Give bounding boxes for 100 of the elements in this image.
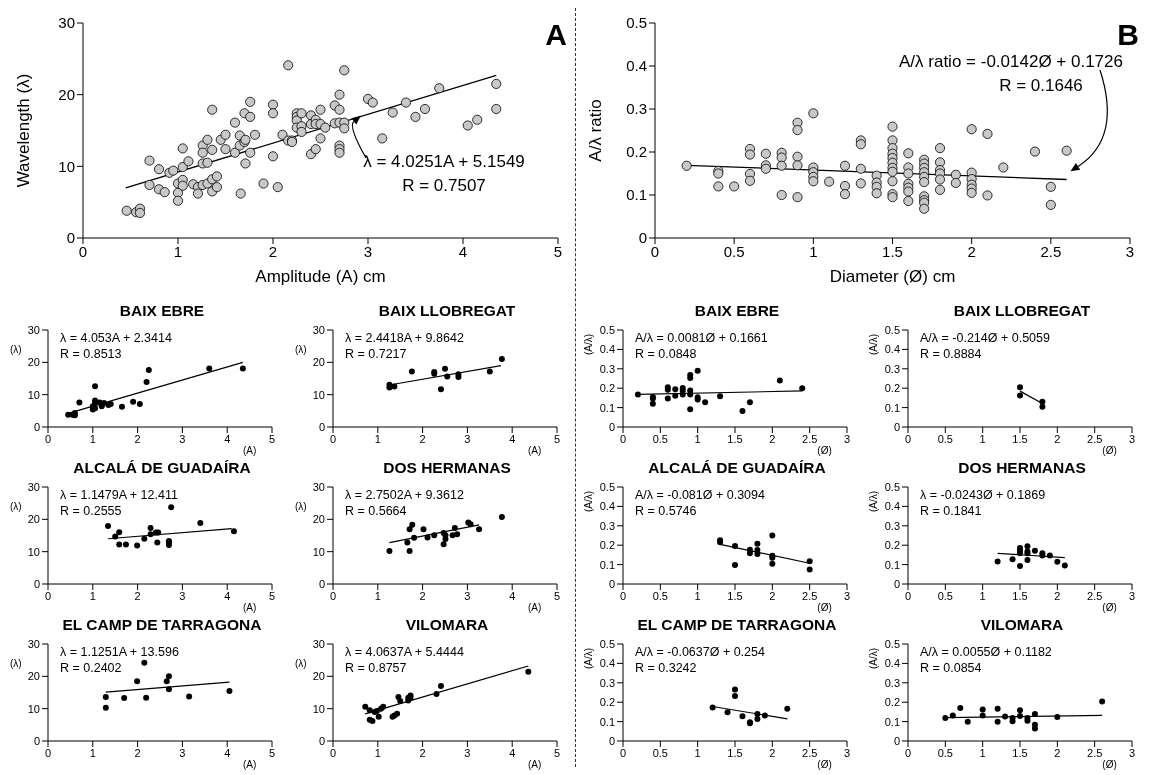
y-tick-label: 0.5 [884, 480, 900, 493]
x-tick-label: 2.5 [802, 432, 818, 445]
annotation: A/λ = -0.081Ø + 0.3094 [635, 487, 765, 503]
y-tick-label: 20 [27, 670, 40, 683]
x-tick-label: 2 [419, 432, 426, 445]
x-tick-label: 0 [329, 432, 337, 445]
x-tick-label: 5 [553, 589, 561, 602]
annotation: λ = 2.4418A + 9.8642 [345, 330, 464, 346]
y-tick-label: 20 [312, 670, 325, 683]
chart-title: ALCALÁ DE GUADAÍRA [72, 458, 252, 478]
annotation: R = 0.5664 [345, 503, 408, 519]
annotation: λ = 4.053A + 2.3414 [60, 330, 172, 346]
y-tick-label: 0.1 [884, 715, 900, 728]
x-tick-label: 0 [329, 746, 337, 759]
y-tick-label: 10 [312, 702, 325, 715]
x-tick-label: 0 [44, 589, 52, 602]
x-tick-label: 0 [329, 589, 337, 602]
x-axis-title: (Ø) [1102, 602, 1117, 613]
y-tick-label: 10 [312, 388, 325, 401]
annotation: R = 0.2555 [60, 503, 123, 519]
y-axis-title: (λ) [295, 344, 307, 355]
x-tick-label: 1 [809, 242, 818, 260]
y-tick-label: 0 [318, 420, 325, 433]
x-tick-label: 2 [268, 242, 278, 260]
chart-title: DOS HERMANAS [957, 458, 1087, 478]
x-tick-label: 1 [374, 746, 381, 759]
x-tick-label: 3 [363, 242, 373, 260]
annotation: R = 0.8757 [345, 660, 408, 676]
y-tick-label: 0.1 [599, 558, 615, 571]
x-axis-title: (A) [242, 445, 257, 456]
annotation: A [545, 18, 567, 52]
annotation: R = 0.2402 [60, 660, 123, 676]
x-axis-title: Amplitude (A) cm [255, 267, 386, 286]
x-tick-label: 2 [769, 589, 776, 602]
y-tick-label: 0.3 [626, 100, 647, 118]
y-tick-label: 0.2 [626, 143, 647, 161]
y-tick-label: 0 [33, 420, 40, 433]
y-tick-label: 10 [58, 157, 75, 175]
y-tick-label: 0.4 [626, 57, 647, 75]
y-axis-title: (A/λ) [583, 648, 594, 670]
x-tick-label: 1 [979, 746, 986, 759]
x-tick-label: 1 [979, 432, 986, 445]
y-axis-title: (A/λ) [868, 334, 879, 356]
x-tick-label: 3 [179, 746, 186, 759]
x-tick-label: 2 [134, 746, 141, 759]
y-tick-label: 0.4 [599, 500, 615, 513]
x-tick-label: 4 [224, 432, 231, 445]
y-tick-label: 20 [27, 356, 40, 369]
chart-title: BAIX EBRE [118, 301, 206, 321]
y-tick-label: 0.5 [599, 637, 615, 650]
x-tick-label: 2.5 [1087, 746, 1103, 759]
annotation: λ = -0.0243Ø + 0.1869 [920, 487, 1046, 503]
x-tick-label: 2 [134, 432, 141, 445]
chart-title: BAIX LLOBREGAT [952, 301, 1092, 321]
x-tick-label: 0 [44, 746, 52, 759]
y-axis-title: (A/λ) [868, 648, 879, 670]
chart-title: BAIX EBRE [693, 301, 781, 321]
x-tick-label: 1.5 [727, 589, 743, 602]
y-tick-label: 30 [58, 14, 75, 32]
x-axis-title: (Ø) [817, 759, 832, 770]
x-tick-label: 2 [967, 242, 976, 260]
y-tick-label: 0.4 [599, 343, 615, 356]
x-tick-label: 2.5 [1087, 589, 1103, 602]
x-tick-label: 4 [509, 432, 516, 445]
y-axis-title: (A/λ) [583, 491, 594, 513]
y-tick-label: 20 [27, 513, 40, 526]
y-tick-label: 0.2 [599, 539, 615, 552]
annotation: λ = 1.1479A + 12.411 [60, 487, 178, 503]
y-tick-label: 0 [638, 229, 647, 247]
x-axis-title: (A) [242, 759, 257, 770]
y-tick-label: 0.3 [884, 676, 900, 689]
y-tick-label: 10 [27, 545, 40, 558]
x-axis-title: (A) [527, 602, 542, 613]
x-tick-label: 3 [1128, 746, 1136, 759]
x-tick-label: 2 [1054, 589, 1061, 602]
y-axis-title: A/λ ratio [586, 99, 605, 162]
x-tick-label: 0.5 [937, 432, 953, 445]
x-tick-label: 0 [650, 242, 660, 260]
y-axis-title: (λ) [10, 501, 22, 512]
x-tick-label: 0.5 [652, 432, 668, 445]
chart-title: VILOMARA [404, 615, 490, 635]
x-axis-title: Diameter (Ø) cm [829, 267, 956, 286]
x-tick-label: 0.5 [937, 746, 953, 759]
x-tick-label: 3 [843, 589, 851, 602]
y-tick-label: 30 [27, 637, 40, 650]
x-axis-title: (Ø) [817, 445, 832, 456]
x-tick-label: 1 [374, 589, 381, 602]
x-tick-label: 1.5 [1012, 746, 1028, 759]
y-tick-label: 10 [27, 388, 40, 401]
x-tick-label: 2 [769, 746, 776, 759]
x-tick-label: 0 [904, 589, 912, 602]
x-tick-label: 4 [458, 242, 468, 260]
chart-title: VILOMARA [979, 615, 1065, 635]
x-tick-label: 2 [419, 589, 426, 602]
annotation: λ = 4.0637A + 5.4444 [345, 644, 464, 660]
x-tick-label: 3 [464, 589, 471, 602]
annotation: R = 0.1646 [998, 75, 1084, 97]
y-tick-label: 0 [893, 420, 900, 433]
annotation: R = 0.8884 [920, 346, 983, 362]
y-tick-label: 20 [312, 513, 325, 526]
